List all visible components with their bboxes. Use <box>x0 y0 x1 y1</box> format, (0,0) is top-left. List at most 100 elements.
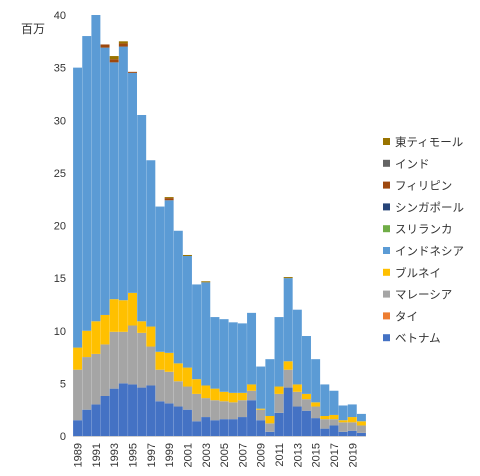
legend-swatch <box>383 159 390 167</box>
bar-segment <box>155 206 165 352</box>
bar-segment <box>146 385 156 436</box>
bar-segment <box>82 357 92 410</box>
bar-segment <box>311 406 321 419</box>
bar-segment <box>292 391 302 407</box>
bar-segment <box>219 391 229 402</box>
bars-layer <box>73 15 366 437</box>
bar-segment <box>173 363 183 382</box>
bar-segment <box>118 383 128 437</box>
bar-segment <box>73 369 83 421</box>
x-tick-label: 1999 <box>164 443 176 467</box>
bar-segment <box>302 399 311 411</box>
bar-segment <box>82 409 92 436</box>
bar-segment <box>137 321 147 333</box>
legend-swatch <box>383 290 390 298</box>
bar-segment <box>283 387 293 436</box>
bar-segment <box>356 421 366 426</box>
bar-segment <box>228 419 238 436</box>
bar-segment <box>274 393 284 413</box>
legend-label: スリランカ <box>395 223 453 236</box>
bar-segment <box>329 419 339 426</box>
bar-segment <box>164 403 174 436</box>
bar-segment <box>356 432 366 436</box>
bar-segment <box>210 420 220 436</box>
bar-segment <box>219 319 229 392</box>
x-tick-label: 1991 <box>91 443 103 467</box>
bar-segment <box>118 43 128 47</box>
bar-segment <box>118 41 128 44</box>
legend-swatch <box>383 247 390 254</box>
legend-label: インドネシア <box>395 245 464 258</box>
bar-segment <box>164 197 174 199</box>
bar-segment <box>73 420 83 436</box>
bar-segment <box>256 366 266 409</box>
bar-segment <box>100 44 110 48</box>
y-tick-label: 5 <box>60 378 66 390</box>
bar-segment <box>329 414 339 420</box>
bar-segment <box>173 230 183 364</box>
x-tick-label: 2005 <box>219 443 231 467</box>
bar-segment <box>201 398 211 418</box>
legend-label: ブルネイ <box>395 266 441 280</box>
bar-segment <box>311 402 321 407</box>
bar-segment <box>311 359 321 403</box>
x-axis: 1989 1991 1993 1995 1997 1999 2001 2003 2005 2007… <box>73 436 366 467</box>
legend-label: マレーシア <box>395 290 452 302</box>
bar-segment <box>91 321 101 354</box>
y-axis: 0 5 10 15 20 25 30 35 40 <box>54 10 66 443</box>
bar-segment <box>109 299 119 332</box>
legend-swatch <box>383 268 390 276</box>
bar-segment <box>283 369 293 388</box>
bar-segment <box>155 401 165 436</box>
bar-segment <box>192 393 202 422</box>
bar-segment <box>164 371 174 404</box>
bar-segment <box>338 420 348 423</box>
bar-segment <box>228 322 238 393</box>
bar-segment <box>182 254 192 257</box>
x-tick-label: 2001 <box>183 443 195 467</box>
bar-segment <box>237 323 247 393</box>
bar-segment <box>146 160 156 327</box>
bar-segment <box>182 367 192 387</box>
y-tick-label: 40 <box>54 10 66 22</box>
bar-segment <box>100 47 110 315</box>
bar-segment <box>201 282 211 386</box>
x-tick-label: 2013 <box>292 443 304 467</box>
bar-segment <box>82 330 92 358</box>
bar-segment <box>302 393 311 400</box>
bar-segment <box>118 46 128 301</box>
y-tick-label: 15 <box>54 273 66 285</box>
bar-segment <box>128 72 137 293</box>
bar-segment <box>137 387 147 436</box>
bar-segment <box>329 390 339 415</box>
bar-segment <box>137 332 147 388</box>
bar-segment <box>173 406 183 436</box>
bar-segment <box>247 384 257 391</box>
bar-segment <box>73 347 83 370</box>
bar-segment <box>192 284 202 380</box>
bar-segment <box>256 408 266 410</box>
x-tick-label: 1997 <box>146 443 158 467</box>
bar-segment <box>109 62 119 300</box>
bar-segment <box>219 401 229 420</box>
legend-label: 東ティモール <box>395 136 463 149</box>
bar-segment <box>201 385 211 399</box>
bar-segment <box>173 381 183 407</box>
bar-segment <box>192 421 202 436</box>
bar-segment <box>292 406 302 436</box>
legend-swatch <box>383 138 390 145</box>
bar-segment <box>247 400 257 436</box>
legend-swatch <box>383 225 390 233</box>
bar-segment <box>155 351 165 370</box>
x-tick-label: 1993 <box>109 443 121 467</box>
legend-label: フィリピン <box>395 180 452 193</box>
y-axis-unit-label: 百万 <box>21 22 45 36</box>
bar-segment <box>192 379 202 394</box>
bar-segment <box>164 352 174 372</box>
bar-segment <box>265 416 275 424</box>
y-tick-label: 10 <box>54 326 66 338</box>
bar-segment <box>237 400 247 418</box>
bar-segment <box>82 36 92 331</box>
bar-segment <box>91 404 101 436</box>
